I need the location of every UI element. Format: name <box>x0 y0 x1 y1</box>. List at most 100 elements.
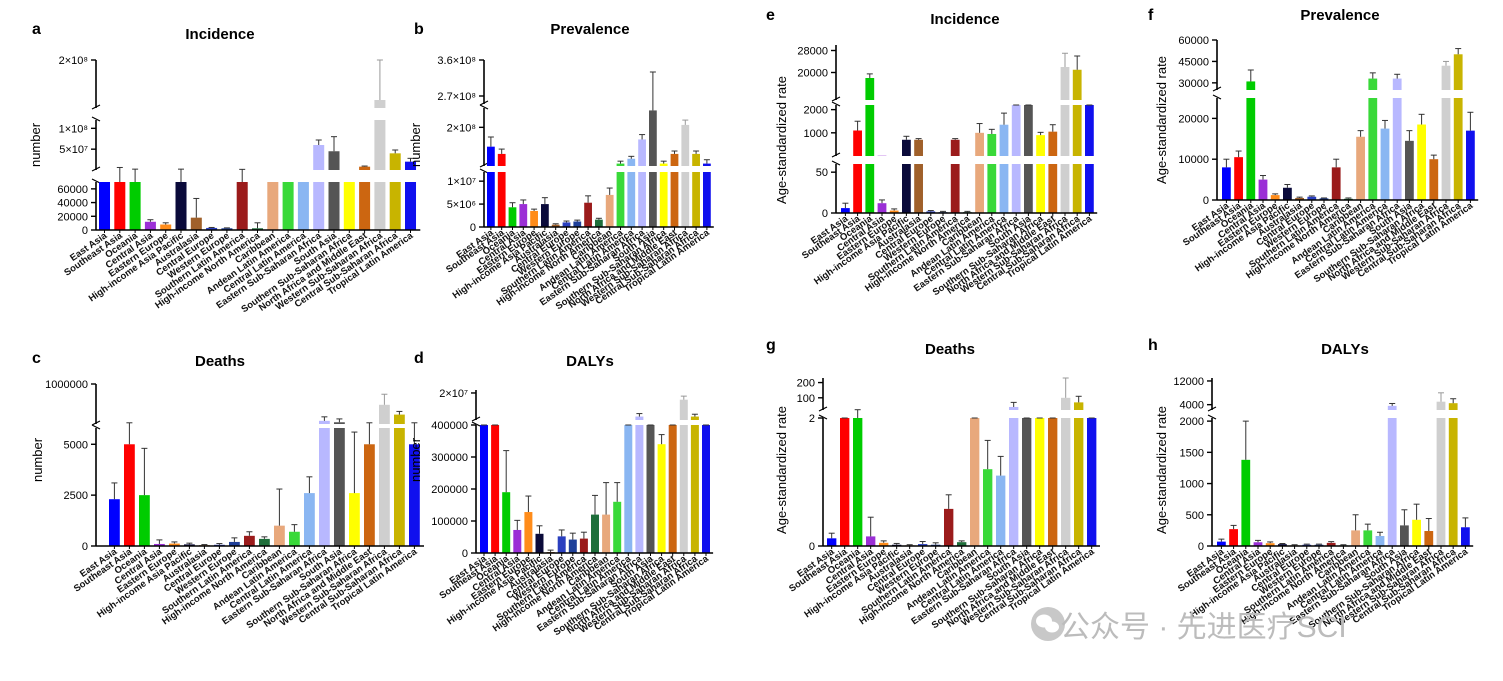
bar <box>1448 418 1458 546</box>
bar <box>616 163 625 166</box>
panel-title: Deaths <box>195 353 245 370</box>
bar-group <box>1351 514 1360 546</box>
bar <box>975 164 984 213</box>
bar <box>343 182 355 230</box>
bar-group <box>584 195 592 227</box>
bar <box>1241 459 1251 546</box>
bar-group <box>175 168 187 230</box>
bar-group <box>866 516 876 546</box>
y-tick-label: 12000 <box>1173 376 1204 388</box>
bar <box>659 172 668 227</box>
bar-group <box>535 525 544 553</box>
axis-break-mark <box>91 420 101 426</box>
bar-group <box>1400 509 1409 546</box>
axis-break-mark <box>479 168 489 174</box>
bar <box>1368 78 1378 90</box>
bar <box>1448 403 1458 410</box>
bar-group <box>996 455 1006 546</box>
bar-group <box>950 138 960 213</box>
bar-group <box>282 182 294 230</box>
bar-group <box>252 222 264 230</box>
bar-group <box>289 524 300 546</box>
bar <box>1436 418 1446 546</box>
bar <box>616 172 625 227</box>
bar <box>1453 54 1463 90</box>
bar-group <box>627 155 636 227</box>
bar <box>1074 418 1084 546</box>
bar <box>1392 78 1402 90</box>
bar-group <box>221 227 233 230</box>
bar <box>987 133 997 156</box>
bar <box>613 501 622 553</box>
bar <box>690 416 699 420</box>
panel-h: h DALYs Age-standardized rate 0 500 1000 1500 2… <box>1148 337 1474 631</box>
bar-group <box>1441 60 1451 200</box>
bar <box>877 203 887 213</box>
bar <box>124 444 135 546</box>
bar-group <box>379 393 390 546</box>
bar-group <box>1022 417 1032 546</box>
bar <box>703 172 711 227</box>
panel-e: e Incidence Age-standardized rate 0 50 1000 20… <box>766 7 1098 298</box>
bar <box>154 543 165 546</box>
y-tick-label: 5×10⁷ <box>59 144 88 156</box>
bar-group <box>349 431 360 546</box>
bar <box>1453 98 1463 200</box>
bar-group <box>879 540 889 546</box>
bar <box>530 210 538 227</box>
bar-group <box>304 476 315 546</box>
bar-group <box>1048 417 1058 546</box>
y-axis-label: Age-standardized rate <box>774 406 789 534</box>
bar-group <box>1307 195 1317 200</box>
bar-group <box>541 197 549 227</box>
bar-group <box>970 417 980 546</box>
bar-group <box>1270 193 1280 200</box>
y-tick-label: 0 <box>82 225 88 237</box>
panel-title: Prevalence <box>550 21 629 38</box>
bar-group <box>624 424 633 553</box>
bar <box>297 182 309 230</box>
bar <box>374 120 386 170</box>
axis-break-mark <box>471 421 481 427</box>
bar <box>659 163 668 166</box>
bar-group <box>1392 73 1402 200</box>
axis-break-mark <box>91 178 101 184</box>
bar <box>551 224 560 227</box>
bar-group <box>557 529 566 553</box>
bar-group <box>487 136 495 227</box>
bar-group <box>1085 104 1094 213</box>
bar <box>646 425 655 553</box>
bar-group <box>602 482 611 553</box>
bar-group <box>144 219 156 230</box>
bar <box>252 228 264 230</box>
axis-break-mark <box>479 162 489 168</box>
y-axis-label: Age-standardized rate <box>1154 56 1169 184</box>
bar <box>668 425 677 553</box>
bar <box>114 182 126 230</box>
bar <box>595 219 603 227</box>
bar <box>999 164 1009 213</box>
bar <box>409 444 420 546</box>
bar-group <box>840 417 850 546</box>
bar <box>359 182 371 230</box>
bar-group <box>638 134 646 227</box>
bar <box>865 105 875 156</box>
axis-break-mark <box>1207 414 1217 420</box>
bar-group <box>297 182 309 230</box>
panel-d: d DALYs number 0 100000 200000 300000 400000 2×1… <box>408 350 714 638</box>
bar-group <box>389 149 401 230</box>
bar-group <box>1265 541 1275 546</box>
bar <box>573 221 582 227</box>
bar <box>359 166 371 170</box>
bar <box>1461 527 1470 546</box>
bar-group <box>1429 154 1439 200</box>
bar-group <box>1009 401 1019 546</box>
bar-group <box>409 422 420 546</box>
axis-break-mark <box>91 116 101 122</box>
bar-group <box>524 495 533 553</box>
bar <box>853 130 862 156</box>
bar <box>1035 418 1045 546</box>
bar <box>109 499 120 546</box>
bar-group <box>579 531 588 553</box>
y-tick-label: 300000 <box>431 452 468 464</box>
